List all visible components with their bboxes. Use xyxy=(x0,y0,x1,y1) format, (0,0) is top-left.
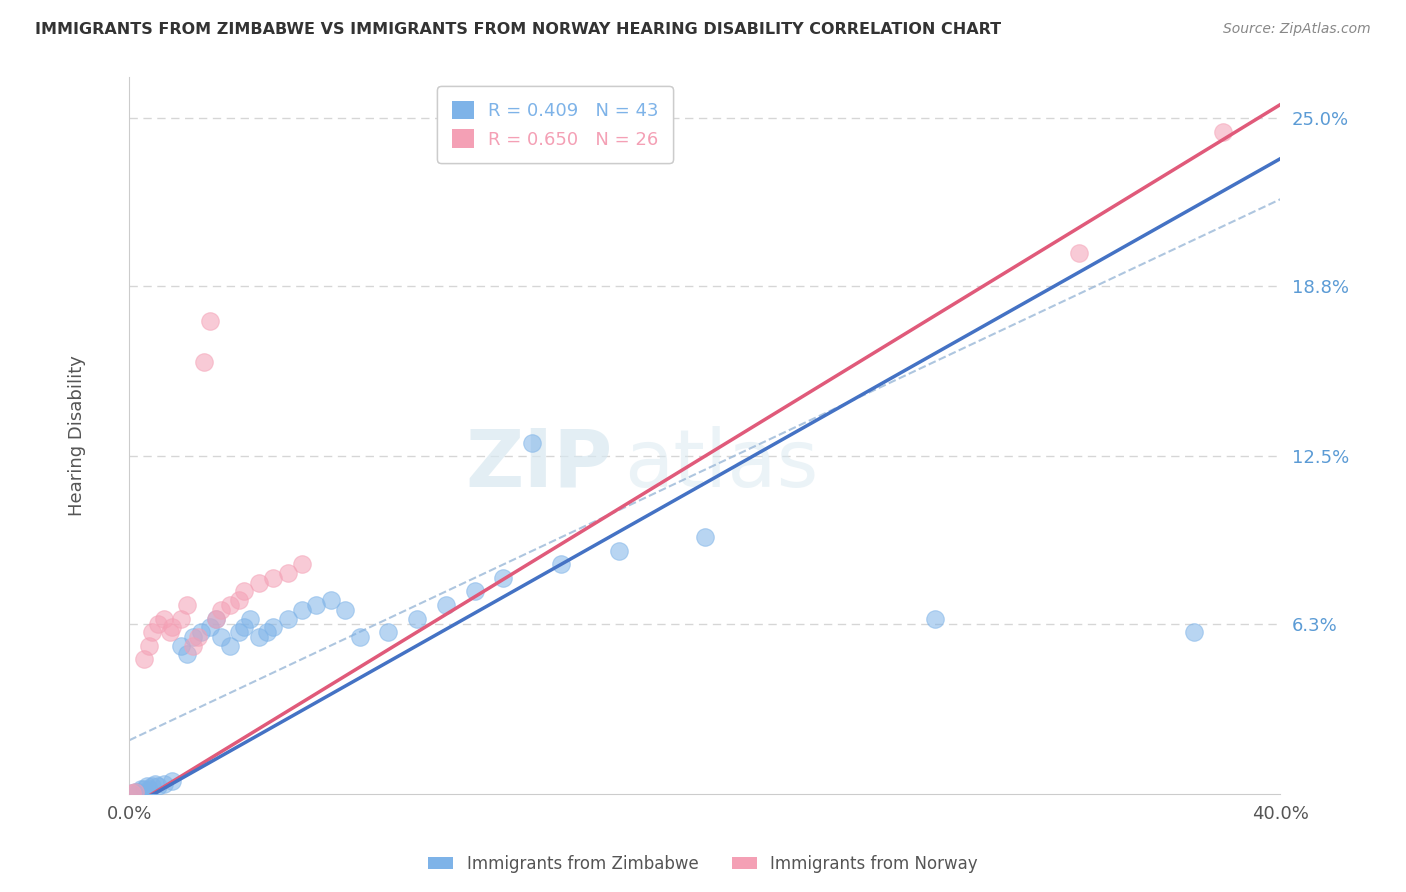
Point xyxy=(121,786,143,800)
Point xyxy=(209,603,232,617)
Point xyxy=(228,592,250,607)
Point xyxy=(121,786,143,800)
Point xyxy=(170,611,193,625)
Text: Source: ZipAtlas.com: Source: ZipAtlas.com xyxy=(1223,22,1371,37)
Point xyxy=(132,781,155,796)
Point xyxy=(146,779,169,793)
Point xyxy=(190,625,212,640)
Point xyxy=(277,566,299,580)
Point xyxy=(434,598,457,612)
Point xyxy=(135,779,157,793)
Point xyxy=(181,631,204,645)
Point xyxy=(319,592,342,607)
Point xyxy=(132,652,155,666)
Point xyxy=(198,314,221,328)
Point xyxy=(176,598,198,612)
Point xyxy=(291,558,314,572)
Point xyxy=(550,558,572,572)
Text: Hearing Disability: Hearing Disability xyxy=(69,356,87,516)
Point xyxy=(162,620,184,634)
Point xyxy=(607,544,630,558)
Point xyxy=(233,620,256,634)
Point xyxy=(138,781,160,796)
Point xyxy=(204,611,226,625)
Point xyxy=(1067,246,1090,260)
Point xyxy=(198,620,221,634)
Text: IMMIGRANTS FROM ZIMBABWE VS IMMIGRANTS FROM NORWAY HEARING DISABILITY CORRELATIO: IMMIGRANTS FROM ZIMBABWE VS IMMIGRANTS F… xyxy=(35,22,1001,37)
Point xyxy=(262,571,284,585)
Point xyxy=(291,603,314,617)
Point xyxy=(693,530,716,544)
Point xyxy=(377,625,399,640)
Point xyxy=(141,779,163,793)
Point xyxy=(349,631,371,645)
Point xyxy=(209,631,232,645)
Point xyxy=(924,611,946,625)
Text: atlas: atlas xyxy=(624,425,818,504)
Point xyxy=(153,776,176,790)
Point xyxy=(247,576,270,591)
Point xyxy=(127,785,149,799)
Point xyxy=(333,603,356,617)
Point xyxy=(464,584,486,599)
Point xyxy=(124,785,146,799)
Point xyxy=(219,639,242,653)
Point xyxy=(522,435,544,450)
Point xyxy=(277,611,299,625)
Point xyxy=(228,625,250,640)
Point xyxy=(406,611,429,625)
Point xyxy=(176,647,198,661)
Point xyxy=(181,639,204,653)
Point xyxy=(153,611,176,625)
Point xyxy=(170,639,193,653)
Point xyxy=(247,631,270,645)
Point xyxy=(193,354,215,368)
Point xyxy=(262,620,284,634)
Point xyxy=(204,611,226,625)
Legend: R = 0.409   N = 43, R = 0.650   N = 26: R = 0.409 N = 43, R = 0.650 N = 26 xyxy=(437,87,673,163)
Point xyxy=(162,773,184,788)
Point xyxy=(305,598,328,612)
Legend: Immigrants from Zimbabwe, Immigrants from Norway: Immigrants from Zimbabwe, Immigrants fro… xyxy=(422,848,984,880)
Point xyxy=(256,625,278,640)
Point xyxy=(141,625,163,640)
Point xyxy=(146,616,169,631)
Point xyxy=(233,584,256,599)
Point xyxy=(159,625,181,640)
Point xyxy=(219,598,242,612)
Text: ZIP: ZIP xyxy=(465,425,613,504)
Point xyxy=(187,631,209,645)
Point xyxy=(1182,625,1205,640)
Point xyxy=(492,571,515,585)
Point xyxy=(129,781,152,796)
Point xyxy=(1212,124,1234,138)
Point xyxy=(239,611,262,625)
Point xyxy=(143,776,166,790)
Point xyxy=(124,785,146,799)
Point xyxy=(138,639,160,653)
